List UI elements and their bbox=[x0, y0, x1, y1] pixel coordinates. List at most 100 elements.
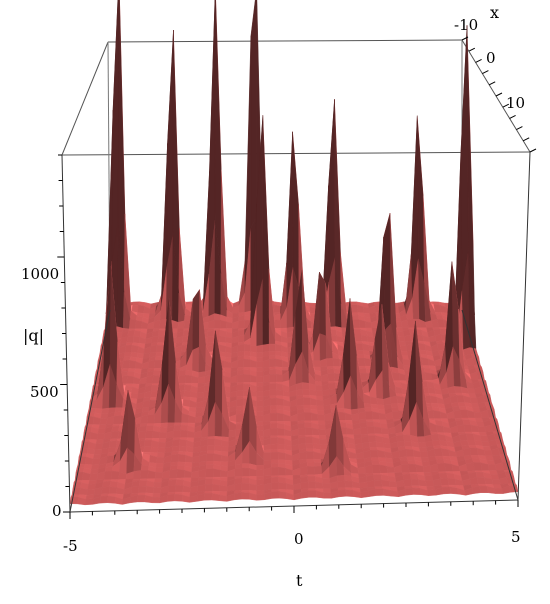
surface-patch bbox=[122, 360, 130, 369]
t-axis-label: t bbox=[296, 571, 303, 590]
surface-patch bbox=[256, 425, 264, 432]
surface-patch bbox=[89, 473, 98, 481]
surface-patch bbox=[275, 343, 282, 352]
surface-patch bbox=[168, 479, 177, 487]
surface-patch bbox=[357, 358, 366, 367]
surface-patch bbox=[275, 373, 283, 383]
surface-patch bbox=[86, 412, 95, 417]
surface-patch bbox=[176, 469, 185, 479]
surface-patch bbox=[179, 439, 188, 447]
surface-patch bbox=[166, 493, 176, 502]
surface-patch bbox=[128, 360, 137, 369]
surface-patch bbox=[80, 441, 90, 449]
surface-patch bbox=[313, 462, 322, 467]
surface-patch bbox=[373, 479, 383, 488]
surface-patch bbox=[234, 483, 243, 491]
surface-patch bbox=[153, 319, 161, 330]
surface-patch bbox=[204, 493, 213, 501]
surface-patch bbox=[93, 448, 103, 455]
surface-patch bbox=[192, 346, 200, 373]
surface-patch bbox=[205, 464, 214, 470]
surface-patch bbox=[456, 424, 466, 433]
surface-patch bbox=[76, 463, 86, 469]
surface-patch bbox=[143, 446, 152, 453]
surface-patch bbox=[127, 330, 135, 337]
surface-patch bbox=[269, 358, 277, 368]
surface-patch bbox=[103, 470, 113, 481]
surface-patch bbox=[316, 395, 324, 401]
x-tick-label-mid: 0 bbox=[486, 49, 496, 67]
surface-patch bbox=[151, 384, 159, 392]
surface-patch bbox=[177, 320, 185, 330]
surface-patch bbox=[307, 476, 316, 483]
surface-patch bbox=[323, 492, 332, 499]
surface-patch bbox=[403, 434, 412, 442]
surface-patch bbox=[207, 436, 216, 440]
surface-patch bbox=[110, 431, 119, 440]
surface-patch bbox=[149, 397, 158, 401]
surface-patch bbox=[206, 453, 215, 462]
surface-patch bbox=[277, 428, 285, 437]
surface-patch bbox=[366, 479, 376, 488]
surface-patch bbox=[479, 485, 489, 493]
surface-patch bbox=[306, 462, 315, 467]
surface-patch bbox=[108, 486, 118, 495]
surface-patch bbox=[403, 334, 412, 342]
surface-patch bbox=[353, 427, 362, 436]
surface-patch bbox=[153, 482, 162, 488]
surface-patch bbox=[424, 475, 434, 482]
surface-patch bbox=[150, 446, 159, 454]
surface-patch bbox=[147, 414, 156, 424]
x-tick bbox=[461, 36, 469, 41]
surface-patch bbox=[250, 344, 257, 353]
surface-patch bbox=[382, 442, 392, 449]
surface-patch bbox=[221, 445, 229, 453]
surface-patch bbox=[256, 400, 264, 408]
surface-patch bbox=[301, 490, 310, 499]
surface-patch bbox=[309, 389, 317, 397]
surface-patch bbox=[356, 343, 364, 351]
surface-patch bbox=[462, 447, 472, 457]
surface-patch bbox=[138, 480, 148, 487]
surface-patch bbox=[366, 426, 375, 435]
surface-patch bbox=[156, 452, 166, 458]
surface-patch bbox=[317, 409, 325, 416]
surface-patch bbox=[270, 437, 278, 445]
surface-patch bbox=[336, 474, 346, 482]
surface-patch bbox=[368, 441, 378, 448]
surface-patch bbox=[243, 351, 251, 357]
surface-patch bbox=[318, 429, 327, 436]
surface-patch bbox=[243, 374, 251, 383]
surface-patch bbox=[123, 351, 132, 358]
surface-patch bbox=[364, 407, 373, 412]
surface-patch bbox=[370, 457, 380, 462]
surface-patch bbox=[237, 343, 245, 353]
surface-patch bbox=[171, 445, 180, 453]
surface-patch bbox=[431, 434, 440, 442]
surface-patch bbox=[256, 415, 264, 423]
surface-patch bbox=[322, 482, 331, 490]
surface-patch bbox=[299, 466, 308, 476]
surface-patch bbox=[314, 466, 323, 475]
surface-patch bbox=[442, 486, 452, 495]
surface-patch bbox=[420, 456, 430, 463]
surface-patch bbox=[156, 344, 164, 353]
box-edge-top-front bbox=[61, 151, 531, 156]
surface-patch bbox=[276, 397, 284, 407]
surface-patch bbox=[375, 488, 384, 496]
surface-patch bbox=[183, 384, 192, 392]
surface-patch bbox=[506, 476, 516, 484]
surface-patch bbox=[270, 443, 279, 450]
surface-patch bbox=[154, 471, 163, 479]
surface-patch bbox=[434, 448, 443, 457]
surface-patch bbox=[351, 312, 359, 316]
surface-patch bbox=[292, 131, 300, 288]
surface-patch bbox=[418, 442, 427, 448]
surface-patch bbox=[269, 389, 277, 396]
surface-patch bbox=[409, 473, 419, 480]
surface-patch bbox=[256, 385, 264, 393]
surface-patch bbox=[270, 466, 279, 477]
surface-patch bbox=[107, 495, 116, 504]
x-tick bbox=[509, 114, 516, 119]
surface-patch bbox=[306, 451, 315, 460]
